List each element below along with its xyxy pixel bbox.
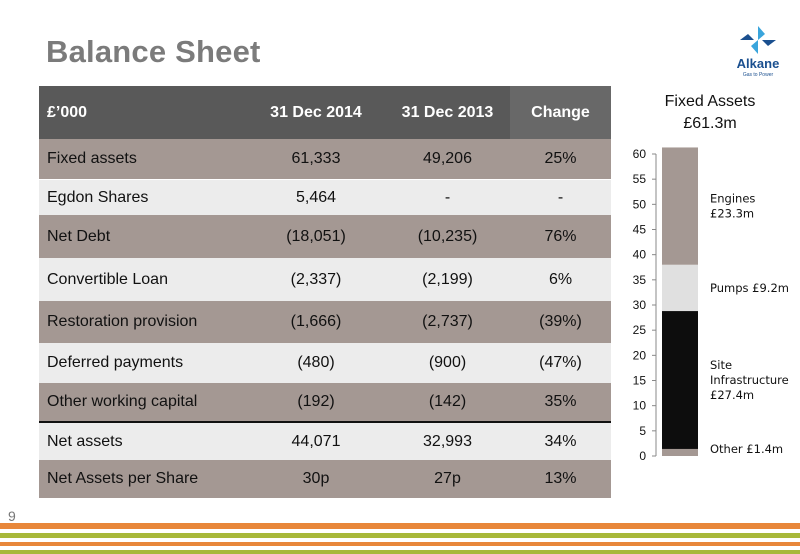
y-tick-label: 25	[633, 323, 647, 337]
segment-label: Engines	[710, 192, 755, 206]
bar-segment	[662, 311, 698, 449]
logo-icon	[740, 26, 776, 54]
table-row: Egdon Shares 5,464 - -	[39, 180, 611, 215]
footer-stripes	[0, 523, 800, 554]
cell-2014: (1,666)	[290, 313, 342, 330]
cell-2013: (2,199)	[422, 270, 473, 288]
table-row: Restoration provision (1,666) (2,737) (3…	[39, 301, 611, 343]
cell-2013: 32,993	[423, 432, 472, 450]
segment-label: Infrastructure	[710, 373, 789, 387]
header-change: Change	[510, 86, 611, 139]
stripe-green	[0, 533, 800, 538]
cell-2014: (2,337)	[290, 270, 342, 288]
header-2013: 31 Dec 2013	[401, 103, 494, 121]
table-row-net-assets: Net assets 44,071 32,993 34%	[39, 421, 611, 460]
cell-change: (39%)	[539, 313, 582, 330]
logo-tagline: Gas to Power	[742, 72, 774, 78]
chart-title-line: £61.3m	[683, 115, 736, 132]
header-currency: £’000	[47, 103, 88, 121]
y-tick-label: 0	[639, 449, 646, 463]
cell-2014: 44,071	[291, 432, 341, 450]
table-header-row: £’000 31 Dec 2014 31 Dec 2013 Change	[39, 86, 611, 139]
segment-label: Pumps £9.2m	[710, 281, 789, 295]
cell-2013: 27p	[434, 470, 461, 487]
page-number: 9	[8, 508, 16, 524]
cell-2013: (2,737)	[422, 313, 473, 330]
header-2014: 31 Dec 2014	[270, 103, 362, 121]
cell-change: 25%	[544, 150, 577, 167]
cell-2013: (10,235)	[417, 227, 478, 245]
page-title: Balance Sheet	[46, 34, 261, 69]
row-label: Net Assets per Share	[47, 470, 199, 487]
logo-wordmark: Alkane	[736, 56, 780, 71]
cell-change: (47%)	[539, 354, 582, 371]
stripe-green-2	[0, 550, 800, 554]
cell-2013: (900)	[428, 354, 467, 371]
row-label: Deferred payments	[47, 354, 184, 371]
segment-label: Other £1.4m	[710, 442, 783, 456]
row-label: Fixed assets	[47, 150, 137, 167]
y-tick-label: 50	[633, 197, 647, 211]
cell-2014: (192)	[297, 393, 335, 410]
chart-title-line: Fixed Assets	[665, 93, 756, 110]
y-tick-label: 40	[633, 248, 647, 262]
cell-change: -	[557, 188, 564, 206]
segment-label: £23.3m	[710, 207, 754, 221]
company-logo: Alkane Gas to Power	[728, 24, 788, 82]
cell-2014: 61,333	[291, 150, 341, 167]
cell-2014: (18,051)	[286, 227, 346, 245]
cell-2014: 30p	[302, 470, 330, 487]
stripe-orange	[0, 523, 800, 529]
row-label: Net Debt	[47, 227, 111, 245]
table-row: Convertible Loan (2,337) (2,199) 6%	[39, 258, 611, 301]
row-label: Convertible Loan	[47, 270, 168, 288]
cell-change: 34%	[544, 432, 577, 450]
table-row: Deferred payments (480) (900) (47%)	[39, 343, 611, 383]
cell-2013: -	[444, 188, 451, 206]
cell-2014: 5,464	[295, 188, 337, 206]
row-label: Net assets	[47, 432, 123, 450]
y-tick-label: 20	[633, 348, 647, 362]
y-tick-label: 15	[633, 374, 647, 388]
y-tick-label: 5	[639, 424, 646, 438]
row-label: Egdon Shares	[47, 188, 149, 206]
y-tick-label: 10	[633, 399, 647, 413]
segment-label: Site	[710, 358, 732, 372]
cell-change: 13%	[544, 470, 577, 487]
row-label: Other working capital	[47, 393, 198, 410]
cell-change: 35%	[544, 393, 577, 410]
row-label: Restoration provision	[47, 313, 198, 330]
bar-segment	[662, 448, 698, 456]
y-tick-label: 60	[633, 147, 647, 161]
cell-change: 76%	[544, 227, 577, 245]
cell-2014: (480)	[297, 354, 335, 371]
cell-2013: 49,206	[423, 150, 472, 167]
stripe-orange-2	[0, 542, 800, 546]
y-tick-label: 35	[633, 273, 647, 287]
bar-segment	[662, 147, 698, 265]
cell-2013: (142)	[428, 393, 467, 410]
table-row: Net Assets per Share 30p 27p 13%	[39, 460, 611, 498]
cell-change: 6%	[548, 270, 573, 288]
table-row: Other working capital (192) (142) 35%	[39, 383, 611, 421]
y-tick-label: 30	[633, 298, 647, 312]
balance-sheet-table: £’000 31 Dec 2014 31 Dec 2013 Change Fix…	[39, 86, 611, 498]
y-tick-label: 55	[633, 172, 647, 186]
fixed-assets-chart: Fixed Assets £61.3m 0 5 10 15 20 25 30 35 40 45 50 55…	[633, 93, 789, 463]
table-row: Net Debt (18,051) (10,235) 76%	[39, 215, 611, 258]
table-row: Fixed assets 61,333 49,206 25%	[39, 139, 611, 180]
segment-label: £27.4m	[710, 388, 754, 402]
bar-segment	[662, 264, 698, 312]
y-tick-label: 45	[633, 223, 647, 237]
